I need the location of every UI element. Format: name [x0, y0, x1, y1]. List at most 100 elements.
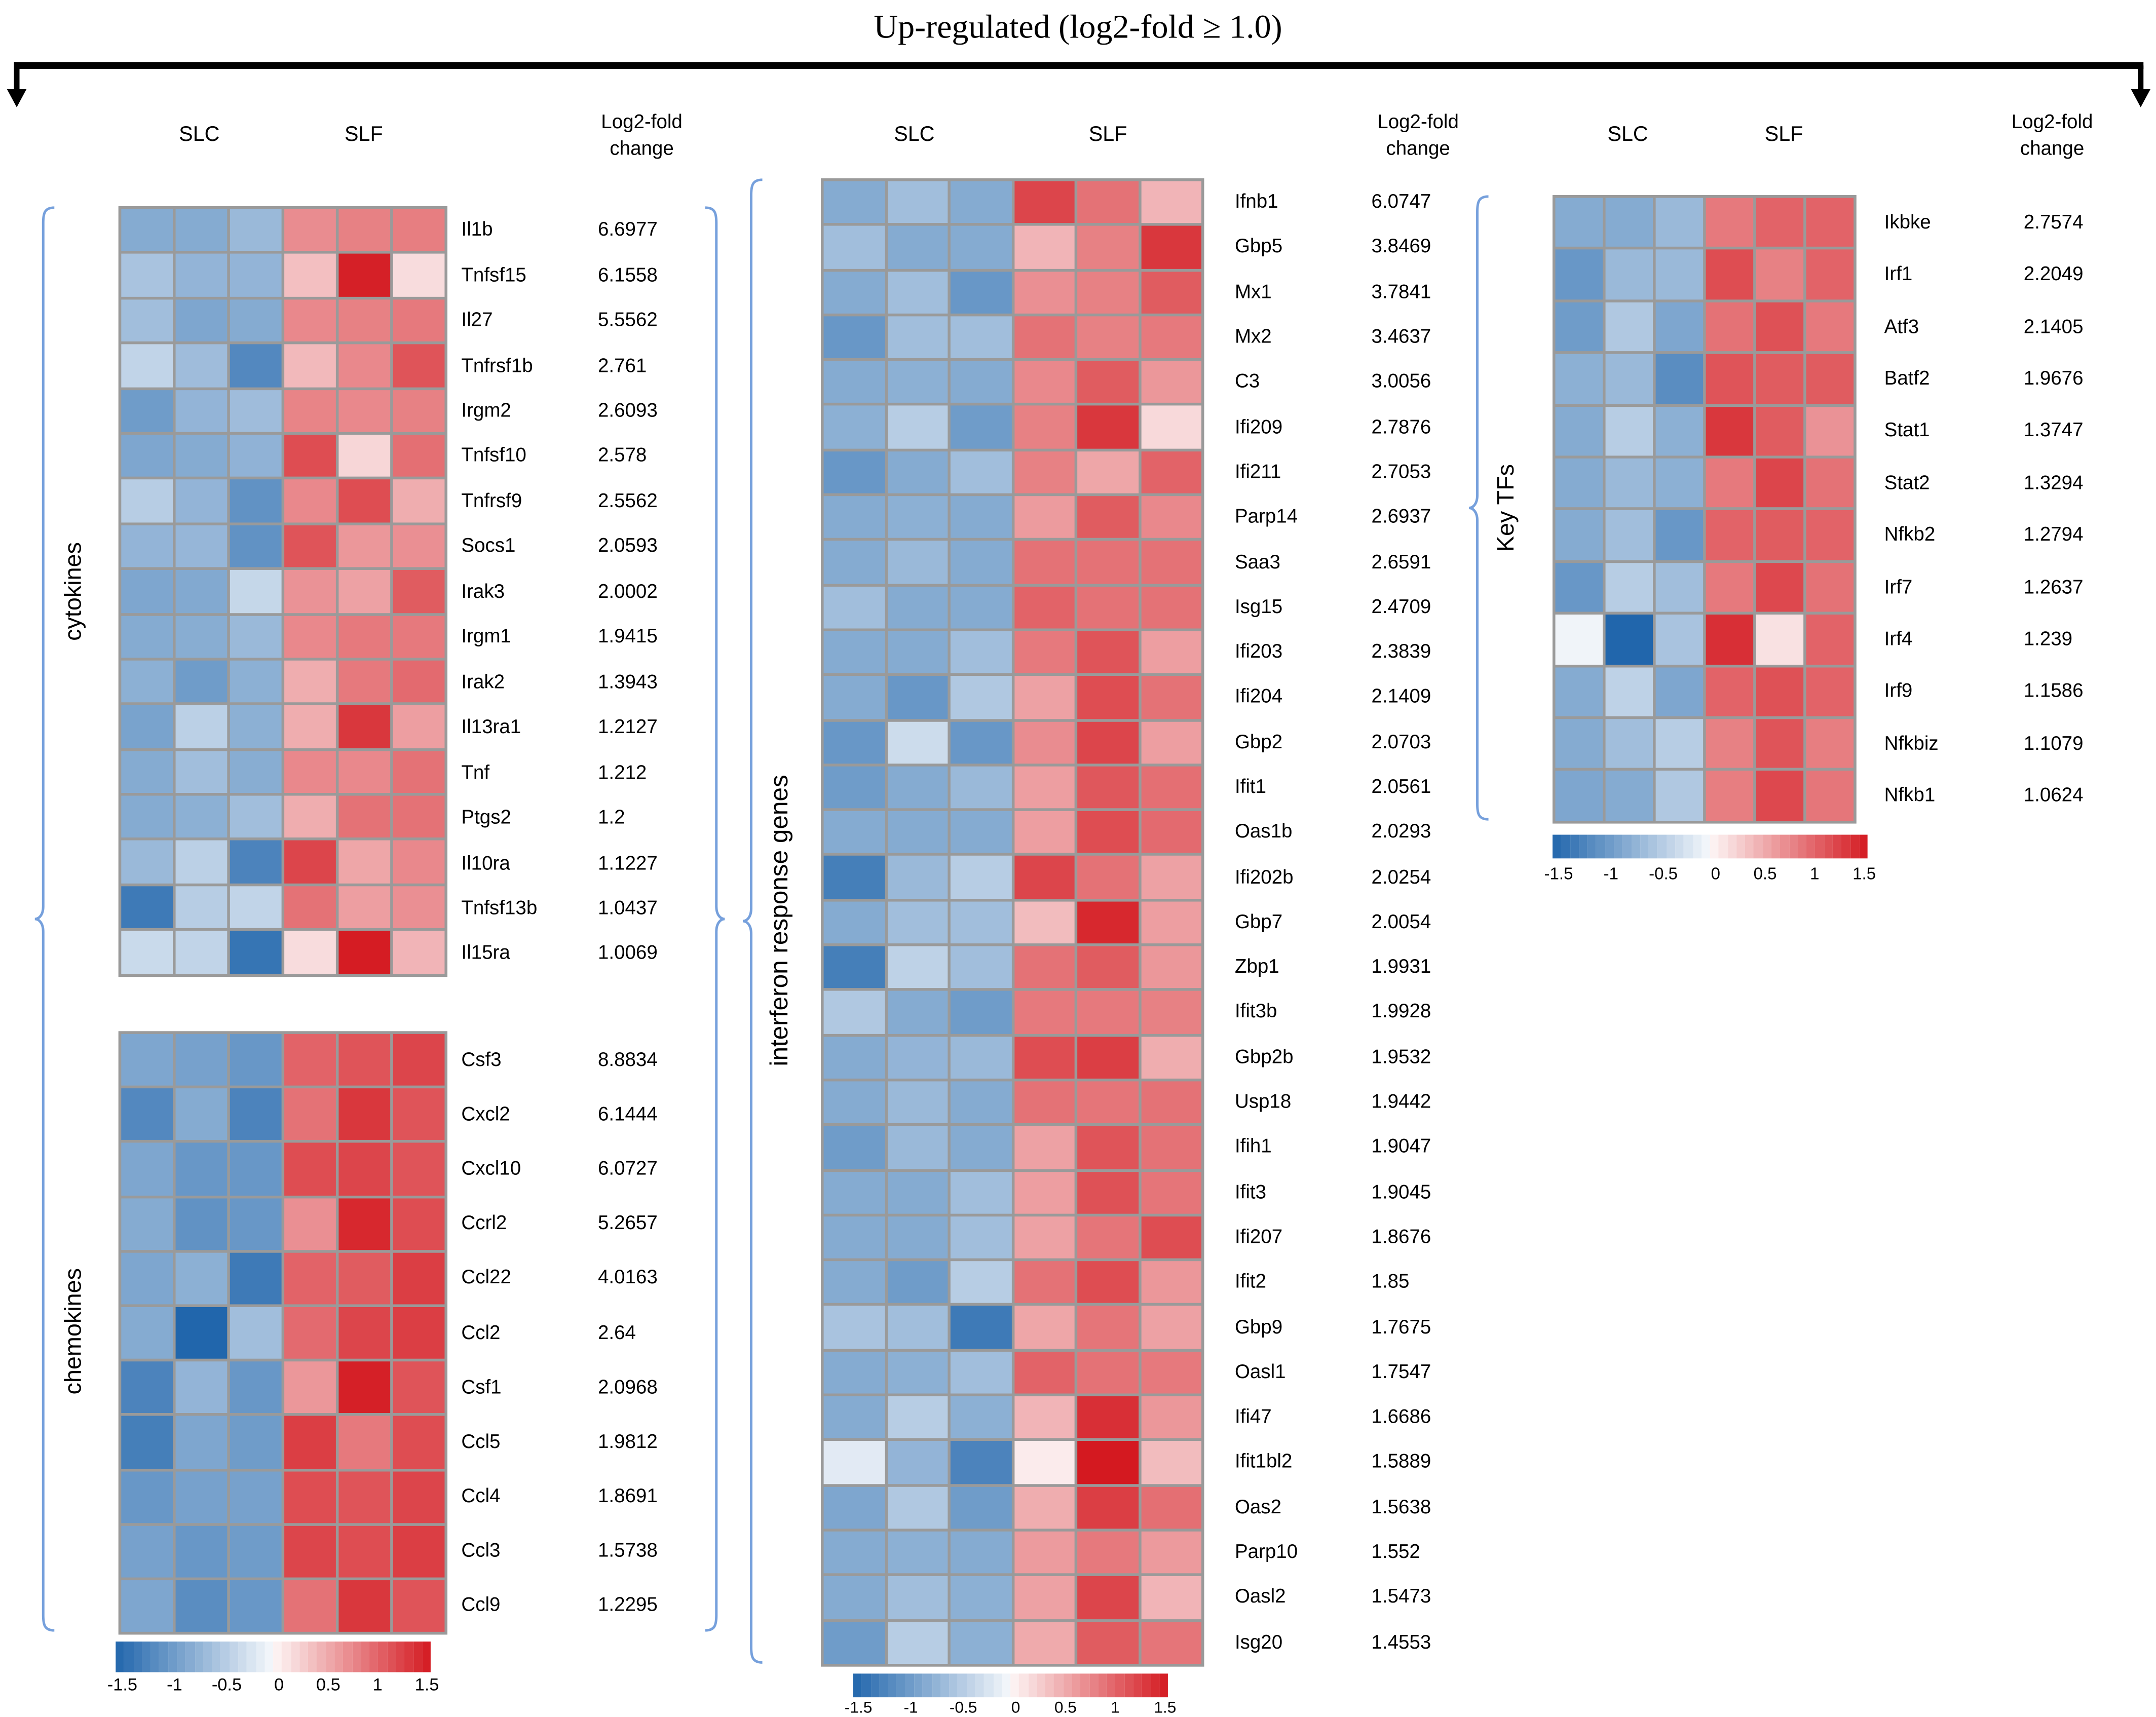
heatmap-cell [1555, 250, 1603, 299]
heatmap-cell [1655, 198, 1704, 247]
heatmap-cell [1077, 1036, 1138, 1079]
heatmap-cell [1655, 510, 1704, 560]
gene-log2fold: 1.4553 [1371, 1630, 1431, 1653]
heatmap-cell [1605, 719, 1653, 769]
heatmap-cell [175, 795, 228, 838]
heatmap-cell [950, 1621, 1011, 1664]
heatmap-cell [1756, 458, 1804, 508]
heatmap-cell [230, 660, 282, 703]
gene-label: Il15ra [461, 941, 510, 964]
colorbar-step [220, 1642, 230, 1672]
colorbar-step [1762, 834, 1771, 859]
heatmap-cell [338, 795, 391, 838]
colorbar-step [413, 1642, 422, 1672]
heatmap-cell [284, 795, 336, 838]
colorbar-step [229, 1642, 239, 1672]
colorbar-tick: -1.5 [107, 1675, 138, 1695]
colorbar-step [142, 1642, 151, 1672]
heatmap-cell [1141, 1261, 1201, 1304]
colorbar-step [1570, 834, 1579, 859]
heatmap-cell [823, 1216, 885, 1259]
heatmap-cell [1555, 302, 1603, 352]
heatmap-cell [1013, 541, 1075, 584]
heatmap-cell [950, 1261, 1011, 1304]
heatmap-cell [1756, 615, 1804, 664]
gene-log2fold: 2.7876 [1371, 414, 1431, 437]
heatmap-cell [1077, 901, 1138, 944]
heatmap-cell [950, 1351, 1011, 1394]
heatmap-cell [1141, 316, 1201, 359]
gene-log2fold: 3.7841 [1371, 280, 1431, 302]
gene-label: Batf2 [1884, 366, 1930, 389]
gene-log2fold: 1.2794 [2023, 522, 2084, 545]
heatmap-cell [823, 541, 885, 584]
heatmap-cell [1013, 991, 1075, 1034]
colorbar-step [1578, 834, 1588, 859]
gene-log2fold: 1.8676 [1371, 1225, 1431, 1247]
heatmap-cell [1756, 406, 1804, 456]
heatmap-cell [887, 1126, 948, 1169]
heatmap-cell [1077, 1306, 1138, 1349]
colorbar-step [1019, 1673, 1028, 1698]
heatmap-cell [1077, 1486, 1138, 1529]
heatmap-cell [121, 1088, 173, 1140]
colorbar-step [1692, 834, 1701, 859]
colorbar-step [1080, 1673, 1089, 1698]
heatmap-cell [175, 525, 228, 567]
heatmap-cell [950, 1486, 1011, 1529]
colorbar-step [168, 1642, 177, 1672]
colorbar-step [853, 1673, 862, 1698]
col-header-slf: SLF [1764, 123, 1803, 146]
heatmap-cell [1077, 541, 1138, 584]
gene-log2fold: 3.0056 [1371, 369, 1431, 392]
heatmap-cell [1706, 562, 1754, 612]
colorbar-step [369, 1642, 379, 1672]
colorbar-step [1150, 1673, 1159, 1698]
heatmap-cell [1806, 615, 1854, 664]
heatmap-cell [1077, 271, 1138, 314]
gene-log2fold: 1.2 [597, 806, 625, 828]
heatmap-cell [1077, 1621, 1138, 1664]
heatmap-cell [950, 1036, 1011, 1079]
gene-log2fold: 1.0624 [2023, 783, 2084, 806]
heatmap-cell [1141, 496, 1201, 539]
heatmap-cell [1605, 510, 1653, 560]
heatmap-cell [393, 660, 445, 703]
gene-label: Tnfrsf9 [461, 489, 522, 512]
colorbar-step [931, 1673, 941, 1698]
up-regulated-span-arrow [7, 62, 2151, 107]
gene-label: Ifi203 [1234, 639, 1283, 662]
heatmap-cell [1605, 562, 1653, 612]
heatmap-cell [1141, 1486, 1201, 1529]
gene-label: Ccrl2 [461, 1211, 507, 1234]
heatmap-cell [823, 901, 885, 944]
colorbar-tick: 1 [1810, 864, 1820, 884]
gene-log2fold: 8.8834 [597, 1047, 658, 1070]
heatmap-cell [1141, 361, 1201, 404]
heatmap-cell [1013, 901, 1075, 944]
gene-label: Isg15 [1234, 594, 1283, 617]
heatmap-cell [284, 1525, 336, 1578]
gene-label: Ifit3b [1234, 1000, 1277, 1022]
heatmap-cell [1077, 226, 1138, 269]
heatmap-cell [950, 496, 1011, 539]
heatmap-cell [1077, 406, 1138, 449]
gene-log2fold: 2.578 [597, 443, 647, 466]
gene-label: Ccl4 [461, 1484, 501, 1507]
gene-log2fold: 1.5638 [1371, 1495, 1431, 1517]
heatmap-cell [887, 496, 948, 539]
heatmap-cell [1077, 946, 1138, 989]
heatmap-cell [338, 931, 391, 974]
heatmap-cell [1141, 1576, 1201, 1619]
heatmap-cell [338, 1307, 391, 1359]
heatmap-cell [1141, 451, 1201, 493]
heatmap-cell [1806, 667, 1854, 716]
heatmap-cell [1141, 946, 1201, 989]
colorbar-step [1710, 834, 1719, 859]
colorbar-step [1098, 1673, 1107, 1698]
heatmap-cell [1141, 1126, 1201, 1169]
gene-log2fold: 2.1405 [2023, 314, 2084, 337]
heatmap-cell [1706, 510, 1754, 560]
gene-label: Csf1 [461, 1375, 502, 1397]
